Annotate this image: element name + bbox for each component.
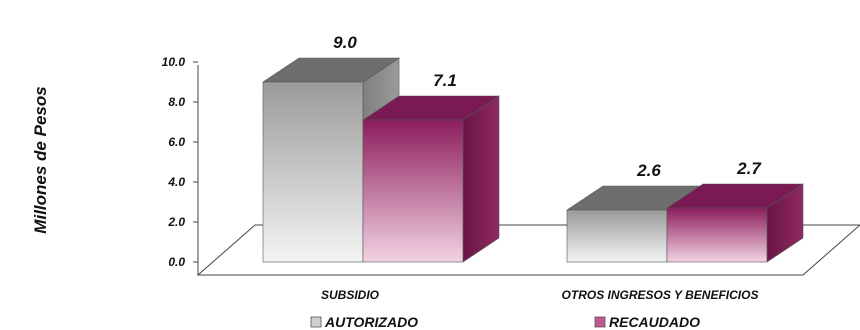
- category-label: SUBSIDIO: [321, 288, 380, 302]
- y-tick-label: 4.0: [167, 175, 185, 189]
- y-tick-label: 10.0: [162, 55, 186, 69]
- legend-label: AUTORIZADO: [324, 314, 418, 330]
- legend-label: RECAUDADO: [609, 314, 700, 330]
- bar-marks: [262, 57, 804, 263]
- legend-item-autorizado: AUTORIZADO: [310, 314, 418, 330]
- bar-side-face: [462, 95, 500, 263]
- data-label: 2.7: [736, 159, 762, 178]
- y-tick-label: 0.0: [168, 255, 185, 269]
- legend-swatch: [310, 316, 322, 328]
- bar-recaudado-2: [666, 183, 804, 263]
- y-tick-label: 2.0: [167, 215, 185, 229]
- data-label: 7.1: [433, 71, 457, 90]
- y-tick-label: 6.0: [168, 135, 185, 149]
- y-axis-title: Millones de Pesos: [31, 86, 50, 233]
- bar-front-face: [362, 119, 464, 263]
- y-tick-label: 8.0: [168, 95, 185, 109]
- bar-front-face: [262, 81, 364, 263]
- category-labels: SUBSIDIO OTROS INGRESOS Y BENEFICIOS: [321, 288, 758, 302]
- bar-front-face: [666, 207, 768, 263]
- bar-recaudado-1: [362, 95, 500, 263]
- legend-item-recaudado: RECAUDADO: [594, 314, 700, 330]
- data-label: 9.0: [333, 33, 357, 52]
- legend: AUTORIZADO RECAUDADO: [310, 314, 700, 330]
- legend-swatch: [594, 316, 606, 328]
- data-label: 2.6: [636, 161, 661, 180]
- y-axis-ticks: 0.0 2.0 4.0 6.0 8.0 10.0: [162, 55, 198, 269]
- bar-front-face: [566, 209, 668, 263]
- category-label: OTROS INGRESOS Y BENEFICIOS: [562, 288, 759, 302]
- data-labels: 9.0 7.1 2.6 2.7: [333, 33, 762, 180]
